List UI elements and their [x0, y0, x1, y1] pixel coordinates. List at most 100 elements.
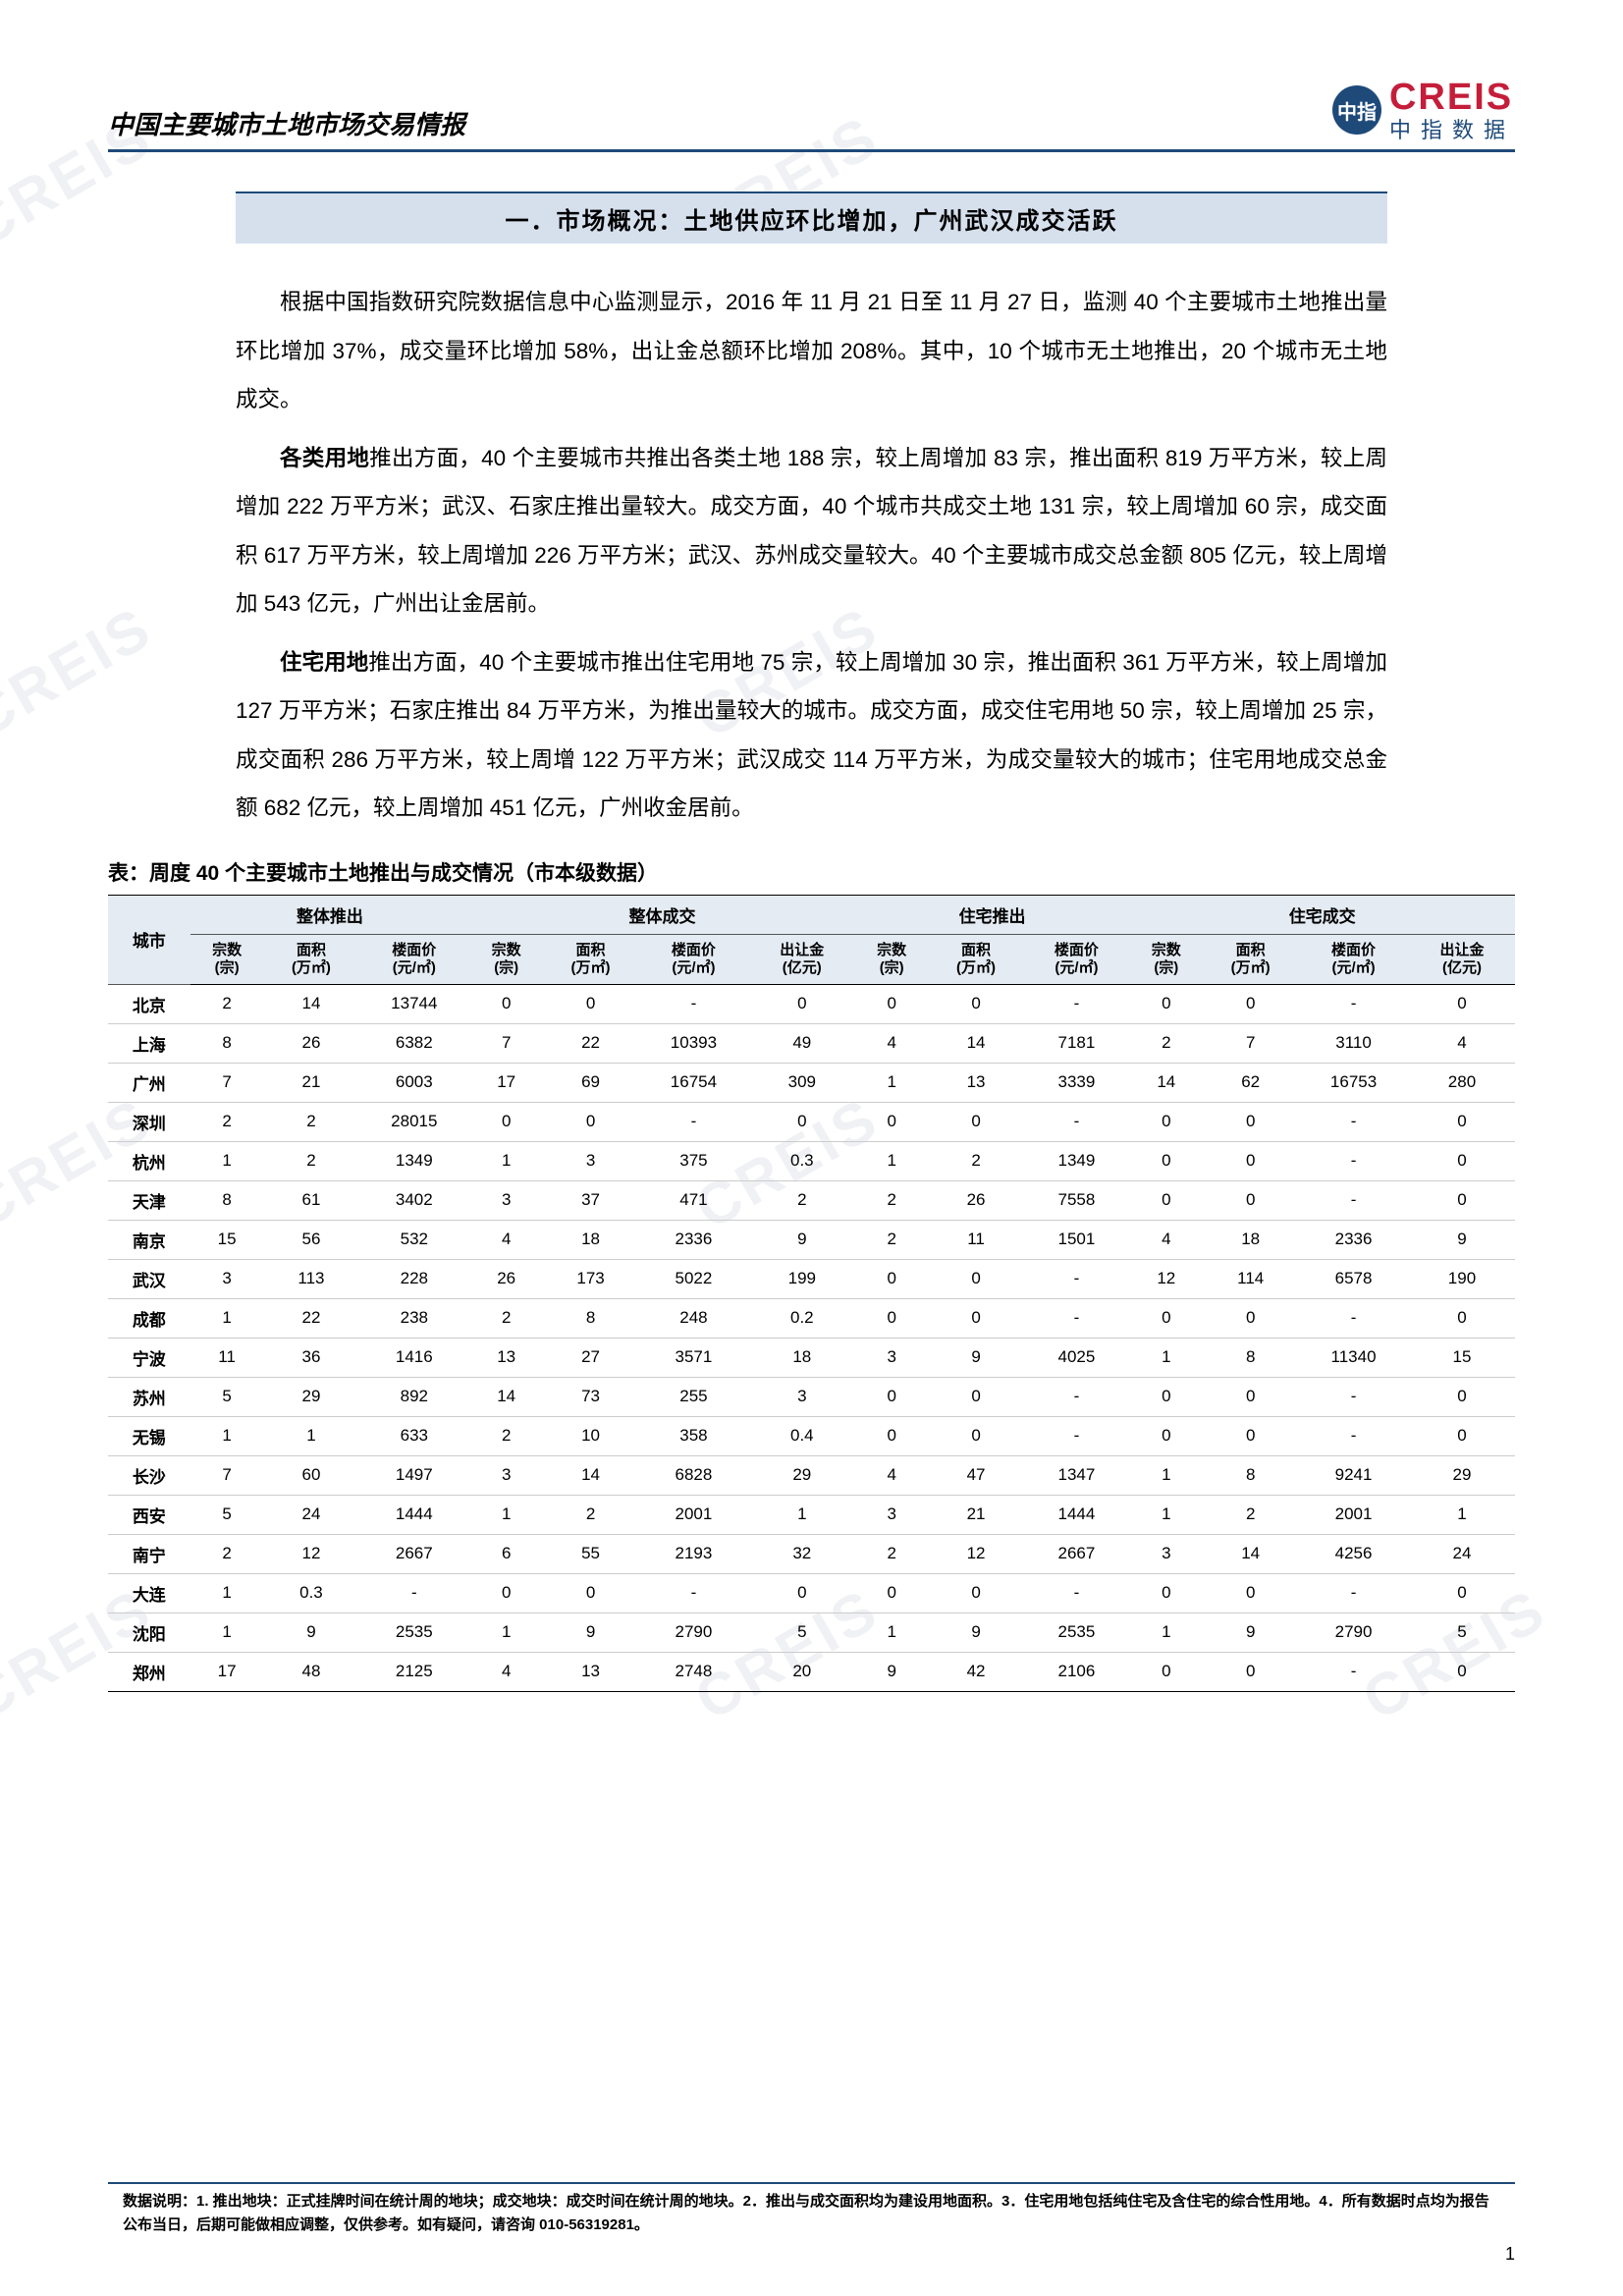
data-cell: 3: [855, 1338, 929, 1377]
data-cell: 3: [1129, 1534, 1203, 1573]
data-cell: 0: [1203, 1180, 1298, 1220]
sub-col: 楼面价(元/㎡): [1298, 934, 1409, 984]
p2-body: 推出方面，40 个主要城市共推出各类土地 188 宗，较上周增加 83 宗，推出…: [236, 446, 1387, 617]
data-cell: 0: [749, 1573, 855, 1613]
logo-text-en: CREIS: [1389, 79, 1515, 116]
data-cell: 2: [469, 1416, 543, 1455]
p3-lead: 住宅用地: [280, 650, 368, 675]
data-cell: -: [1023, 1416, 1129, 1455]
data-cell: 17: [469, 1063, 543, 1102]
data-cell: -: [358, 1573, 469, 1613]
data-cell: 0: [929, 1377, 1024, 1416]
data-cell: 27: [543, 1338, 638, 1377]
data-cell: 9: [264, 1613, 359, 1652]
group-3: 住宅推出: [855, 895, 1130, 934]
city-cell: 苏州: [108, 1377, 190, 1416]
data-cell: 0: [855, 1259, 929, 1298]
data-cell: 48: [264, 1652, 359, 1691]
data-cell: 2: [1203, 1495, 1298, 1534]
table-row: 郑州17482125413274820942210600-0: [108, 1652, 1515, 1691]
data-cell: 0.3: [749, 1141, 855, 1180]
table-row: 成都122238282480.200-00-0: [108, 1298, 1515, 1338]
data-cell: 255: [638, 1377, 749, 1416]
data-cell: 0: [543, 1102, 638, 1141]
data-cell: -: [1023, 1259, 1129, 1298]
data-cell: 7: [190, 1063, 264, 1102]
data-cell: 22: [264, 1298, 359, 1338]
page-number: 1: [1505, 2244, 1515, 2265]
data-cell: 9: [855, 1652, 929, 1691]
data-cell: 0: [929, 1259, 1024, 1298]
data-table: 城市 整体推出 整体成交 住宅推出 住宅成交 宗数(宗)面积(万㎡)楼面价(元/…: [108, 895, 1515, 1692]
data-cell: -: [1023, 1573, 1129, 1613]
data-cell: -: [638, 984, 749, 1023]
data-cell: -: [1298, 1298, 1409, 1338]
data-cell: 47: [929, 1455, 1024, 1495]
data-cell: 0: [1129, 1180, 1203, 1220]
data-cell: 0: [1129, 1141, 1203, 1180]
city-cell: 沈阳: [108, 1613, 190, 1652]
data-cell: 2001: [1298, 1495, 1409, 1534]
data-cell: 2: [855, 1180, 929, 1220]
data-cell: 1444: [358, 1495, 469, 1534]
data-cell: 13: [543, 1652, 638, 1691]
city-cell: 南宁: [108, 1534, 190, 1573]
data-cell: 1: [1129, 1495, 1203, 1534]
data-cell: 532: [358, 1220, 469, 1259]
sub-col: 楼面价(元/㎡): [358, 934, 469, 984]
data-cell: 1: [1129, 1613, 1203, 1652]
table-row: 大连10.3-00-000-00-0: [108, 1573, 1515, 1613]
data-cell: -: [1298, 1180, 1409, 1220]
data-cell: -: [1298, 1102, 1409, 1141]
data-cell: 0: [1409, 1652, 1515, 1691]
data-cell: -: [1298, 1573, 1409, 1613]
data-cell: 2: [264, 1102, 359, 1141]
data-cell: 2748: [638, 1652, 749, 1691]
data-cell: 2336: [1298, 1220, 1409, 1259]
data-cell: 2001: [638, 1495, 749, 1534]
data-cell: 173: [543, 1259, 638, 1298]
data-cell: 0: [1203, 984, 1298, 1023]
data-cell: 14: [1129, 1063, 1203, 1102]
data-cell: 61: [264, 1180, 359, 1220]
data-cell: 0: [1203, 1377, 1298, 1416]
data-cell: 7558: [1023, 1180, 1129, 1220]
data-cell: 0: [1409, 1573, 1515, 1613]
data-cell: 4: [469, 1220, 543, 1259]
data-cell: 2790: [1298, 1613, 1409, 1652]
data-cell: 4: [469, 1652, 543, 1691]
table-row: 天津86134023374712226755800-0: [108, 1180, 1515, 1220]
city-cell: 上海: [108, 1023, 190, 1063]
data-cell: 0: [469, 1102, 543, 1141]
sub-col: 宗数(宗): [855, 934, 929, 984]
data-cell: 2193: [638, 1534, 749, 1573]
data-cell: 892: [358, 1377, 469, 1416]
table-row: 广州72160031769167543091133339146216753280: [108, 1063, 1515, 1102]
data-cell: 8: [543, 1298, 638, 1338]
data-cell: 17: [190, 1652, 264, 1691]
city-cell: 南京: [108, 1220, 190, 1259]
table-row: 南宁21226676552193322122667314425624: [108, 1534, 1515, 1573]
data-cell: 15: [190, 1220, 264, 1259]
data-cell: 0: [1203, 1298, 1298, 1338]
data-cell: 0: [855, 984, 929, 1023]
data-cell: 6578: [1298, 1259, 1409, 1298]
data-cell: 12: [264, 1534, 359, 1573]
table-row: 沈阳19253519279051925351927905: [108, 1613, 1515, 1652]
city-cell: 成都: [108, 1298, 190, 1338]
data-cell: 7: [469, 1023, 543, 1063]
data-cell: -: [1298, 1141, 1409, 1180]
data-cell: 0: [855, 1102, 929, 1141]
data-cell: 0: [543, 984, 638, 1023]
data-cell: 1444: [1023, 1495, 1129, 1534]
data-cell: 8: [190, 1023, 264, 1063]
sub-col: 出让金(亿元): [1409, 934, 1515, 984]
city-cell: 大连: [108, 1573, 190, 1613]
group-2: 整体成交: [469, 895, 855, 934]
data-cell: 69: [543, 1063, 638, 1102]
data-cell: 114: [1203, 1259, 1298, 1298]
data-cell: 0: [855, 1377, 929, 1416]
data-cell: 37: [543, 1180, 638, 1220]
data-cell: 1347: [1023, 1455, 1129, 1495]
data-cell: 1: [749, 1495, 855, 1534]
